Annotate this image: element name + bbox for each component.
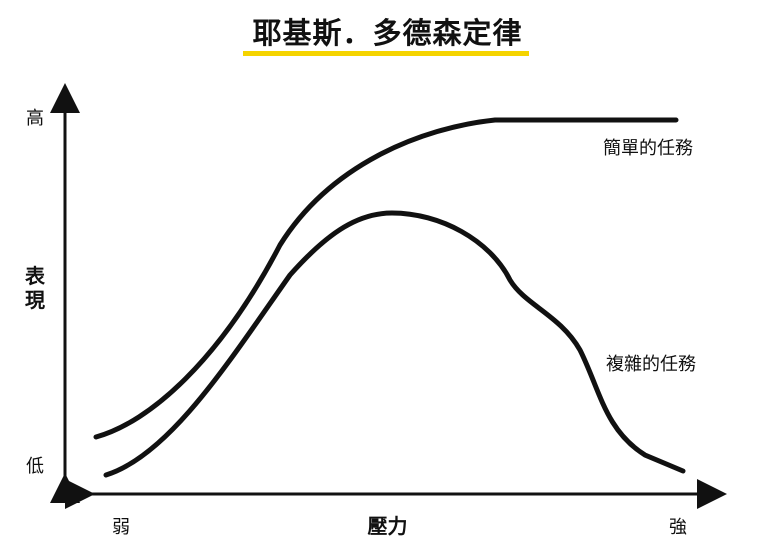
simple-task-label: 簡單的任務: [603, 138, 693, 159]
x-axis-high-label: 強: [669, 517, 687, 538]
simple-task-curve: [93, 117, 679, 440]
x-axis-title: 壓力: [367, 514, 408, 538]
y-axis-high-label: 高: [26, 108, 44, 129]
complex-task-curve: [103, 210, 686, 478]
x-axis-low-label: 弱: [112, 517, 130, 538]
page-title: 耶基斯．多德森定律: [252, 16, 523, 50]
y-axis-title: 表現: [25, 264, 45, 312]
title-underline: [243, 51, 529, 56]
y-axis-low-label: 低: [26, 456, 44, 477]
complex-task-label: 複雜的任務: [606, 354, 696, 375]
